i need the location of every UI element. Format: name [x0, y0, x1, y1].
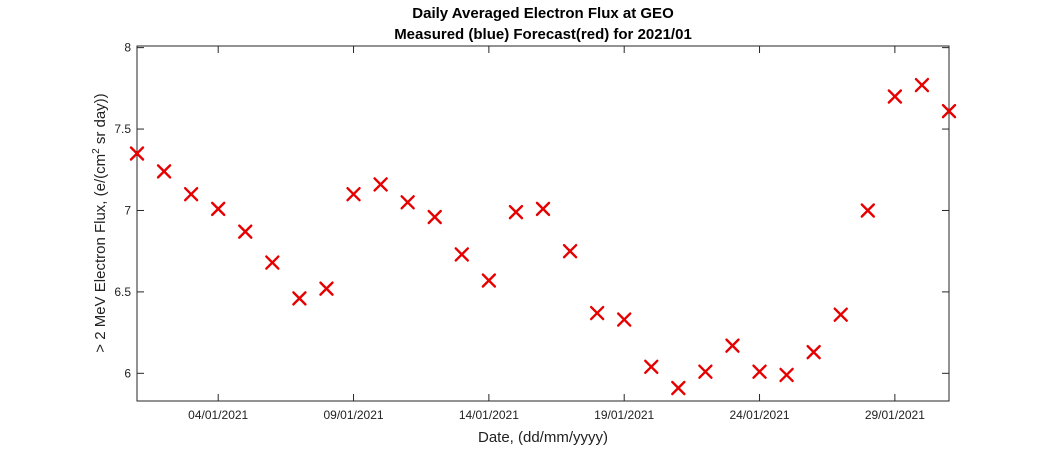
- data-point-marker: [914, 77, 930, 93]
- y-axis-label-superscript: 2: [91, 148, 102, 154]
- y-tick-label: 8: [124, 41, 131, 55]
- data-point-marker: [210, 201, 226, 217]
- x-tick-label: 09/01/2021: [324, 408, 384, 422]
- data-point-marker: [806, 344, 821, 360]
- x-axis-label: Date, (dd/mm/yyyy): [478, 429, 608, 446]
- y-axis-ticks: 6 6.5 7 7.5 8: [114, 41, 949, 380]
- data-point-marker: [752, 364, 767, 379]
- data-point-marker: [779, 367, 794, 383]
- data-point-marker: [562, 243, 578, 259]
- data-point-marker: [156, 164, 172, 179]
- data-point-marker: [481, 273, 497, 288]
- plot-area: [136, 45, 950, 402]
- data-point-marker: [671, 380, 686, 396]
- data-point-marker: [860, 203, 875, 218]
- data-point-marker: [373, 177, 388, 192]
- data-point-marker: [644, 359, 659, 375]
- data-point-marker: [887, 89, 903, 104]
- data-point-marker: [535, 201, 551, 217]
- x-tick-label: 19/01/2021: [594, 408, 654, 422]
- y-axis-label: > 2 MeV Electron Flux, (e/(cm2 sr day)): [91, 93, 109, 352]
- data-point-marker: [941, 103, 957, 119]
- y-tick-label: 6: [124, 366, 131, 380]
- x-tick-label: 14/01/2021: [459, 408, 519, 422]
- chart-title: Daily Averaged Electron Flux at GEO: [412, 5, 674, 22]
- data-point-marker: [183, 186, 199, 202]
- x-tick-label: 29/01/2021: [865, 408, 925, 422]
- data-point-marker: [292, 291, 307, 306]
- data-point-marker: [698, 364, 713, 379]
- y-axis-label-suffix: sr day)): [92, 93, 109, 148]
- data-point-marker: [265, 255, 280, 270]
- data-point-marker: [238, 224, 253, 239]
- data-point-marker: [319, 281, 334, 296]
- x-tick-label: 04/01/2021: [188, 408, 248, 422]
- y-tick-label: 6.5: [114, 285, 131, 299]
- data-point-marker: [129, 146, 145, 161]
- y-tick-label: 7.5: [114, 122, 131, 136]
- data-point-marker: [617, 312, 632, 327]
- data-point-marker: [400, 195, 415, 210]
- x-axis-ticks: 04/01/2021 09/01/2021 14/01/2021 19/01/2021…: [188, 46, 925, 422]
- y-tick-label: 7: [124, 203, 131, 217]
- data-markers: [129, 77, 957, 396]
- y-axis-label-prefix: > 2 MeV Electron Flux, (e/(cm: [92, 154, 109, 353]
- data-point-marker: [589, 305, 605, 321]
- chart-subtitle: Measured (blue) Forecast(red) for 2021/0…: [394, 26, 692, 43]
- data-point-marker: [508, 204, 524, 220]
- data-point-marker: [346, 186, 361, 202]
- data-point-marker: [427, 209, 442, 225]
- data-point-marker: [454, 247, 469, 262]
- data-point-marker: [725, 338, 740, 353]
- data-point-marker: [833, 307, 848, 322]
- x-tick-label: 24/01/2021: [730, 408, 790, 422]
